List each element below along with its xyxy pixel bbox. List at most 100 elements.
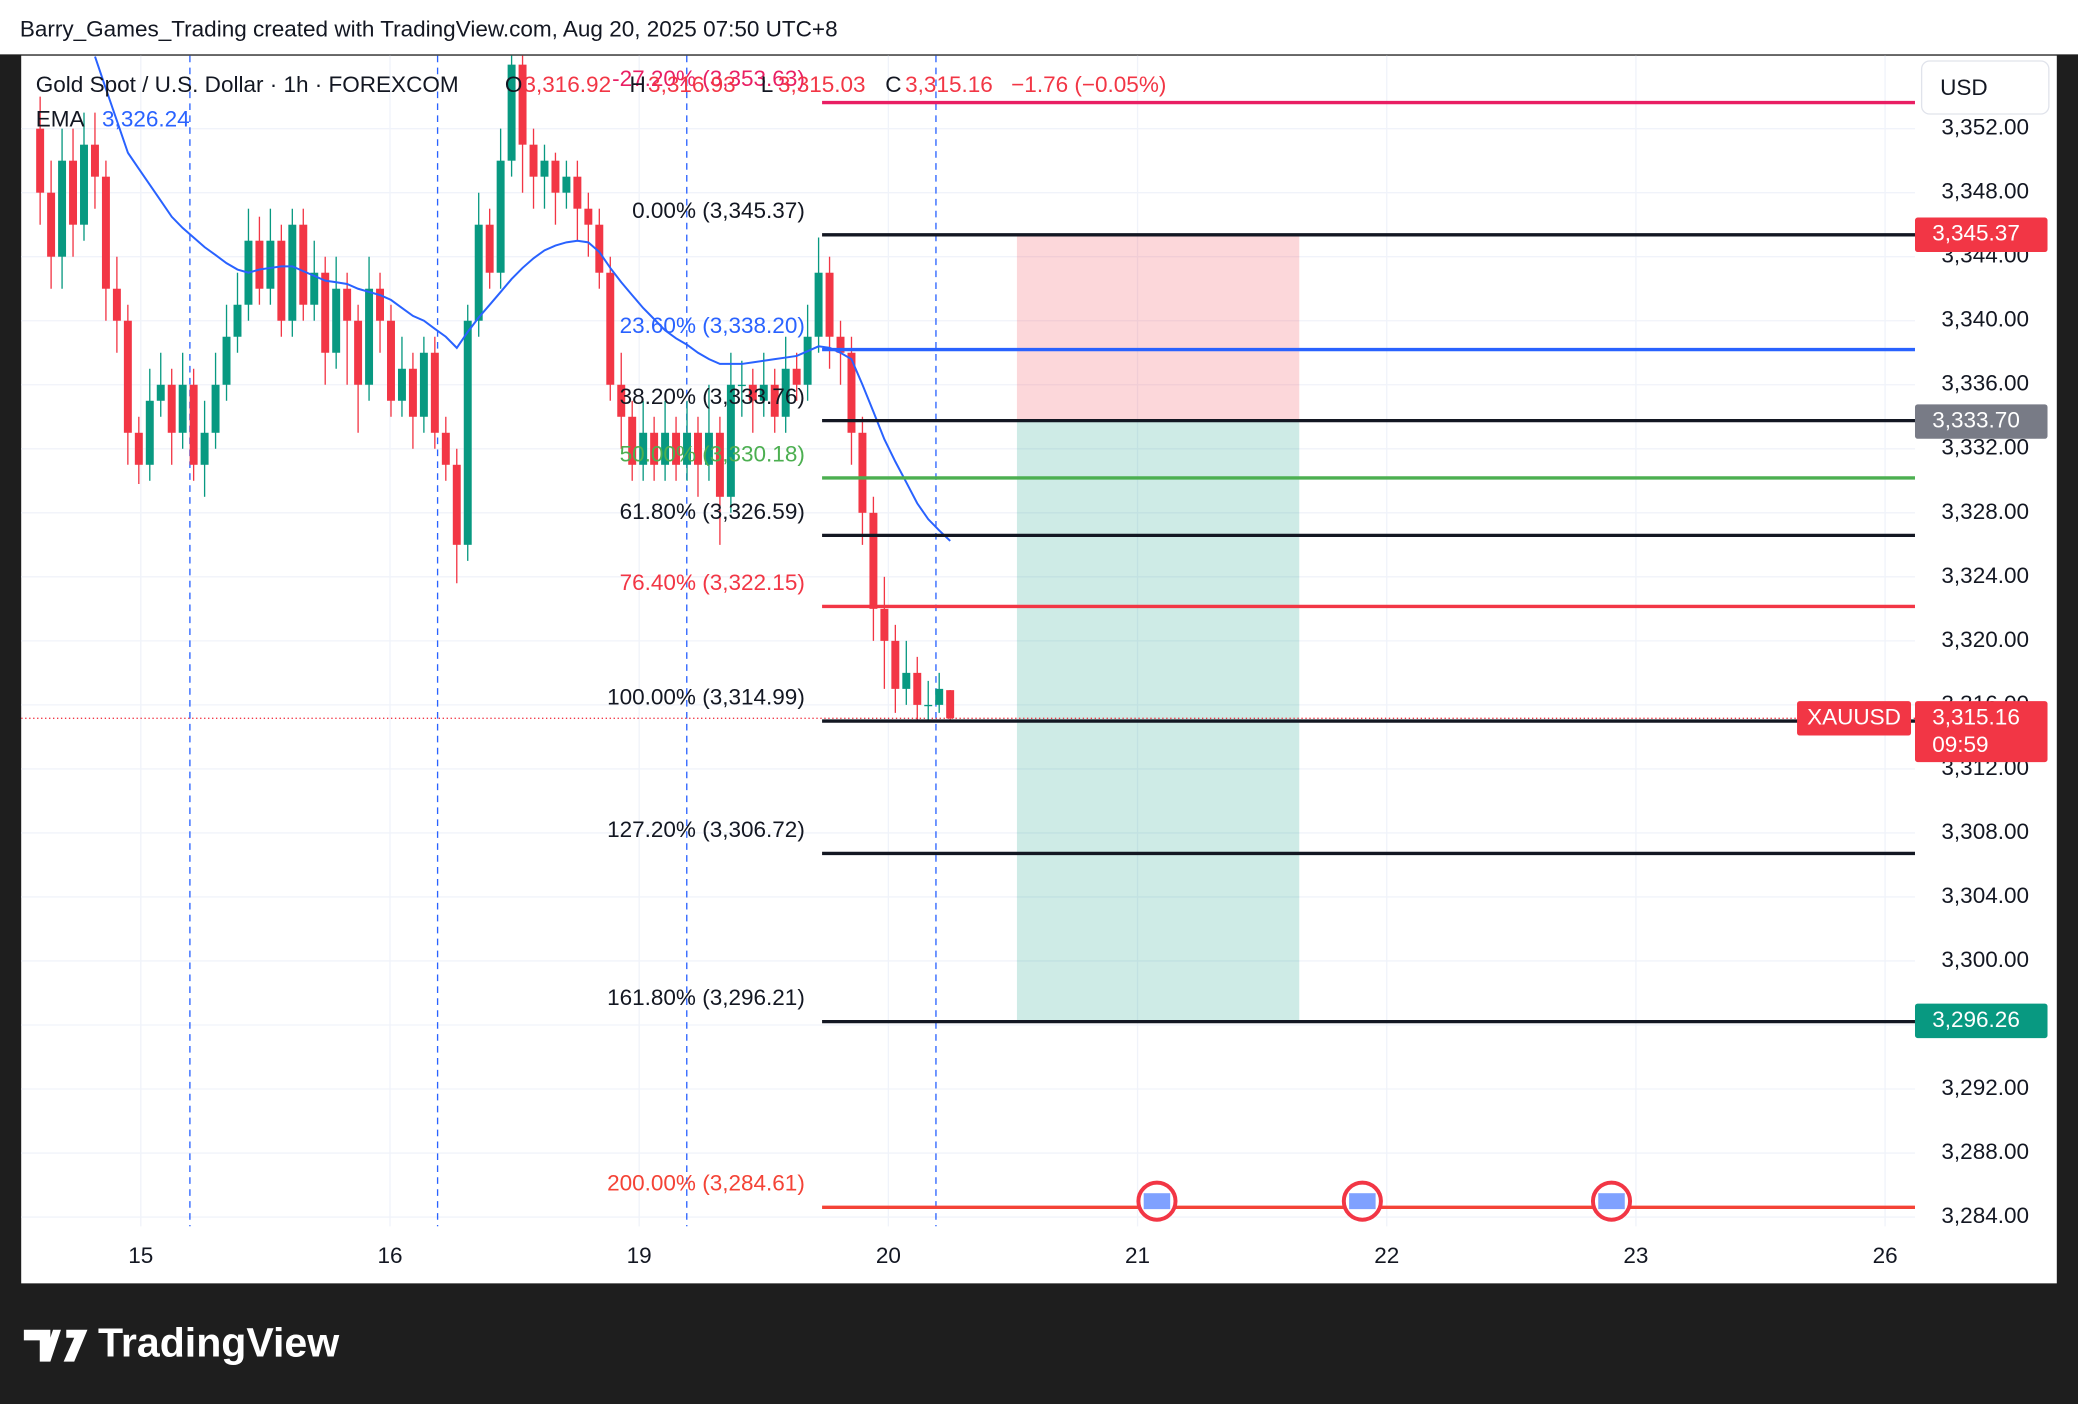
candle-body — [891, 640, 900, 689]
fib-label: 38.20% (3,333.76) — [620, 384, 805, 409]
y-tick-label: 3,336.00 — [1941, 371, 2029, 396]
x-tick-label: 20 — [876, 1243, 901, 1268]
candle-body — [211, 384, 220, 433]
candle-body — [847, 352, 856, 433]
candle-body — [595, 224, 604, 273]
candle-body — [255, 240, 264, 289]
candle-body — [299, 224, 308, 305]
candle-body — [277, 240, 286, 321]
candle-body — [573, 176, 582, 209]
candle-body — [814, 272, 823, 337]
fib-label: 76.40% (3,322.15) — [620, 570, 805, 595]
y-tick-label: 3,300.00 — [1941, 947, 2029, 972]
ohlc-key: O — [505, 72, 523, 97]
candle-body — [387, 320, 395, 401]
candle-body — [376, 288, 385, 321]
candle-body — [759, 384, 768, 401]
currency[interactable]: USD — [1940, 75, 1988, 100]
candle-body — [332, 288, 341, 353]
candle-body — [683, 432, 691, 465]
candle-body — [430, 352, 439, 433]
candle-body — [233, 304, 242, 337]
price-tag-label: 3,345.37 — [1932, 221, 2020, 246]
candle-body — [266, 240, 275, 289]
countdown: 09:59 — [1932, 732, 1988, 757]
candle-body — [365, 288, 374, 385]
fib-label: -27.20% (3,353.63) — [612, 66, 805, 91]
candle-body — [726, 384, 735, 497]
price-tag — [1914, 217, 2048, 253]
candle-body — [551, 160, 560, 193]
candle-body — [869, 512, 878, 609]
top-bar — [0, 0, 2078, 55]
chart-area — [21, 55, 2057, 1284]
y-tick-label: 3,308.00 — [1941, 819, 2029, 844]
candle-body — [222, 336, 231, 385]
candle-body — [540, 160, 549, 177]
x-tick-label: 19 — [627, 1243, 652, 1268]
y-tick-label: 3,332.00 — [1941, 435, 2029, 460]
candle-body — [584, 208, 593, 225]
candle-body — [189, 384, 198, 465]
candle-body — [628, 416, 637, 465]
price-tag — [1914, 404, 2048, 439]
candle-body — [496, 160, 505, 273]
y-tick-label: 3,304.00 — [1941, 883, 2029, 908]
candle-body — [562, 176, 571, 193]
ema-label: EMA — [36, 107, 85, 132]
candle-body — [672, 432, 681, 465]
candle-body — [694, 432, 702, 465]
symbol-tag-label: XAUUSD — [1807, 704, 1901, 729]
candle-body — [606, 272, 615, 385]
candle-body — [36, 128, 45, 193]
fib-label: 61.80% (3,326.59) — [620, 499, 805, 524]
candle-body — [408, 368, 417, 417]
stop-zone — [1016, 234, 1300, 422]
candle-body — [935, 688, 944, 705]
y-tick-label: 3,288.00 — [1941, 1139, 2029, 1164]
candle-body — [200, 432, 209, 465]
price-tag — [1914, 701, 2048, 763]
candle-body — [946, 690, 955, 719]
candle-body — [650, 432, 659, 465]
x-tick-label: 16 — [377, 1243, 402, 1268]
candle-body — [123, 320, 132, 433]
candle-body — [288, 224, 297, 321]
candle-body — [507, 64, 516, 161]
currency-button[interactable] — [1920, 60, 2050, 115]
candle-body — [748, 384, 757, 401]
candle-body — [704, 432, 713, 465]
ema-value: 3,326.24 — [102, 107, 190, 132]
candle-body — [90, 144, 99, 177]
ohlc-key: L — [761, 72, 774, 97]
candle-body — [858, 432, 867, 513]
y-tick-label: 3,324.00 — [1941, 563, 2029, 588]
change: −1.76 (−0.05%) — [1011, 72, 1166, 97]
candle-body — [69, 160, 78, 225]
price-tag — [1914, 1003, 2048, 1039]
fib-label: 127.20% (3,306.72) — [607, 817, 805, 842]
y-tick-label: 3,284.00 — [1941, 1203, 2029, 1228]
price-tag-label: 3,296.26 — [1932, 1007, 2020, 1032]
fib-label: 23.60% (3,338.20) — [620, 313, 805, 338]
candle-body — [913, 672, 922, 705]
ohlc-key: H — [629, 72, 645, 97]
candle-body — [781, 368, 790, 417]
candle-body — [661, 432, 670, 465]
ema-line — [94, 56, 951, 542]
candle-body — [529, 144, 538, 177]
fib-label: 161.80% (3,296.21) — [607, 985, 805, 1010]
fib-label: 200.00% (3,284.61) — [607, 1171, 805, 1196]
y-tick-label: 3,328.00 — [1941, 499, 2029, 524]
candle-body — [518, 64, 527, 145]
fib-label: 0.00% (3,345.37) — [632, 198, 805, 223]
candle-body — [321, 272, 330, 353]
x-tick-label: 23 — [1623, 1243, 1648, 1268]
candle-body — [474, 224, 483, 321]
candle-body — [737, 384, 746, 387]
ohlc-value: 3,316.92 — [523, 72, 611, 97]
candle-body — [441, 432, 450, 465]
y-tick-label: 3,320.00 — [1941, 627, 2029, 652]
event-flags — [1136, 1180, 1633, 1222]
